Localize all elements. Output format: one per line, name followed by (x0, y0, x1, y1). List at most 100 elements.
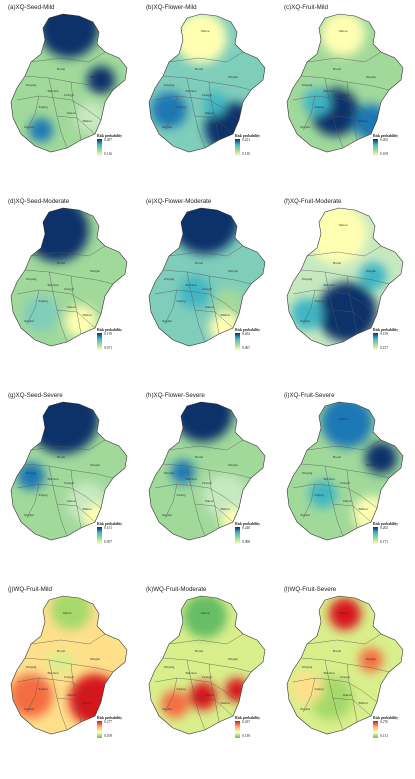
district-label: Wuqing (26, 83, 37, 87)
legend: Risk probability 0.276 0.131 (373, 716, 413, 742)
district-boundary (26, 677, 40, 713)
risk-hotspot (359, 648, 383, 672)
district-label: Dongli (202, 287, 211, 291)
risk-map: Jizhou Baodi Wuqing Ninghe Beichen Dongli Xiqi… (139, 592, 277, 772)
legend-min: 0.131 (380, 734, 389, 738)
district-label: Baodi (57, 67, 65, 71)
legend-colorbar (373, 721, 378, 738)
district-label: Ninghe (366, 463, 376, 467)
risk-map: Jizhou Baodi Wuqing Ninghe Beichen Dongli Xiqi… (139, 204, 277, 384)
risk-hotspot (213, 288, 245, 320)
legend-colorbar (235, 721, 240, 738)
district-boundary (154, 95, 240, 121)
district-label: Jinghai (24, 125, 34, 129)
district-label: Binhai (82, 119, 91, 123)
map-panel: (i)XQ-Fruit-Severe Jizhou Baodi Wuqing Ningh… (277, 388, 415, 578)
district-boundary (26, 483, 40, 519)
district-boundary (208, 663, 220, 723)
risk-hotspot (303, 88, 331, 116)
region-outline (286, 207, 404, 347)
legend-colorbar (373, 333, 378, 350)
district-label: Dongli (202, 93, 211, 97)
district-boundary (164, 289, 178, 325)
legend-min: 0.157 (380, 346, 389, 350)
risk-hotspot (27, 402, 99, 454)
district-boundary (16, 289, 102, 315)
district-label: Dongli (202, 675, 211, 679)
legend-colorbar (97, 721, 102, 738)
district-boundary (332, 309, 372, 329)
risk-hotspot (183, 596, 227, 638)
district-boundary (194, 115, 234, 135)
map-panel: (a)XQ-Seed-Mild Jizhou Baodi Wuqing Ninghe Be… (1, 0, 139, 190)
district-boundary (306, 245, 382, 257)
district-boundary (154, 677, 240, 703)
risk-hotspot (359, 262, 387, 290)
risk-hotspot (17, 462, 45, 490)
district-label: Jinnan (205, 499, 214, 503)
district-boundary (154, 289, 240, 315)
district-boundary (56, 697, 96, 717)
district-label: Dongli (64, 675, 73, 679)
district-label: Jinnan (67, 499, 76, 503)
district-label: Jinghai (162, 707, 172, 711)
district-boundary (154, 483, 240, 509)
map-panel: (e)XQ-Flower-Moderate Jizhou Baodi Wuqing Ni… (139, 194, 277, 384)
risk-hotspot (171, 460, 195, 484)
district-label: Baodi (195, 67, 203, 71)
legend: Risk probability 0.277 0.109 (97, 716, 137, 742)
district-boundary (26, 289, 40, 325)
district-boundary (30, 245, 106, 257)
district-label: Binhai (358, 507, 367, 511)
district-boundary (332, 697, 372, 717)
risk-hotspot (29, 118, 53, 142)
district-boundary (346, 663, 358, 723)
legend-min: 0.071 (104, 346, 113, 350)
district-boundary (164, 95, 178, 131)
district-label: Jinghai (24, 319, 34, 323)
district-label: Beichen (323, 283, 334, 287)
district-label: Baodi (57, 649, 65, 653)
district-boundary (302, 289, 316, 325)
district-label: Ninghe (90, 269, 100, 273)
legend: Risk probability 0.231 0.110 (235, 134, 275, 160)
legend-min: 0.116 (104, 152, 112, 156)
district-boundary (302, 95, 316, 131)
legend-colorbar (97, 139, 102, 156)
district-label: Baodi (195, 261, 203, 265)
district-boundary (292, 95, 378, 121)
district-label: Beichen (47, 283, 58, 287)
district-boundary (208, 81, 220, 141)
risk-hotspot (23, 296, 59, 332)
risk-hotspot (175, 14, 227, 64)
legend-colorbar (97, 527, 102, 544)
district-label: Wuqing (302, 83, 313, 87)
panel-title: (d)XQ-Seed-Moderate (8, 198, 70, 205)
district-label: Jinnan (343, 693, 352, 697)
panel-title: (f)XQ-Fruit-Moderate (284, 198, 342, 205)
legend-min: 0.110 (242, 152, 250, 156)
district-label: Dongli (340, 287, 349, 291)
district-boundary (208, 275, 220, 335)
district-label: Dongli (340, 481, 349, 485)
legend-min: 0.139 (242, 734, 251, 738)
map-panel: (h)XQ-Flower-Severe Jizhou Baodi Wuqing Ning… (139, 388, 277, 578)
district-label: Binhai (220, 313, 229, 317)
region-outline (148, 13, 266, 153)
district-label: Dongli (340, 93, 349, 97)
district-label: Beichen (323, 89, 334, 93)
district-label: Jizhou (63, 611, 72, 615)
district-label: Wuqing (26, 277, 37, 281)
district-label: Dongli (64, 287, 73, 291)
district-label: Beichen (185, 89, 196, 93)
district-label: Xiqing (176, 299, 186, 303)
district-boundary (302, 677, 316, 713)
map-panel: (f)XQ-Fruit-Moderate Jizhou Baodi Wuqing Nin… (277, 194, 415, 384)
district-label: Beichen (47, 477, 58, 481)
region-outline (10, 207, 128, 347)
district-boundary (70, 81, 82, 141)
legend-title: Risk probability (235, 716, 260, 720)
legend-colorbar (373, 139, 378, 156)
district-label: Binhai (358, 119, 367, 123)
district-label: Baodi (57, 455, 65, 459)
